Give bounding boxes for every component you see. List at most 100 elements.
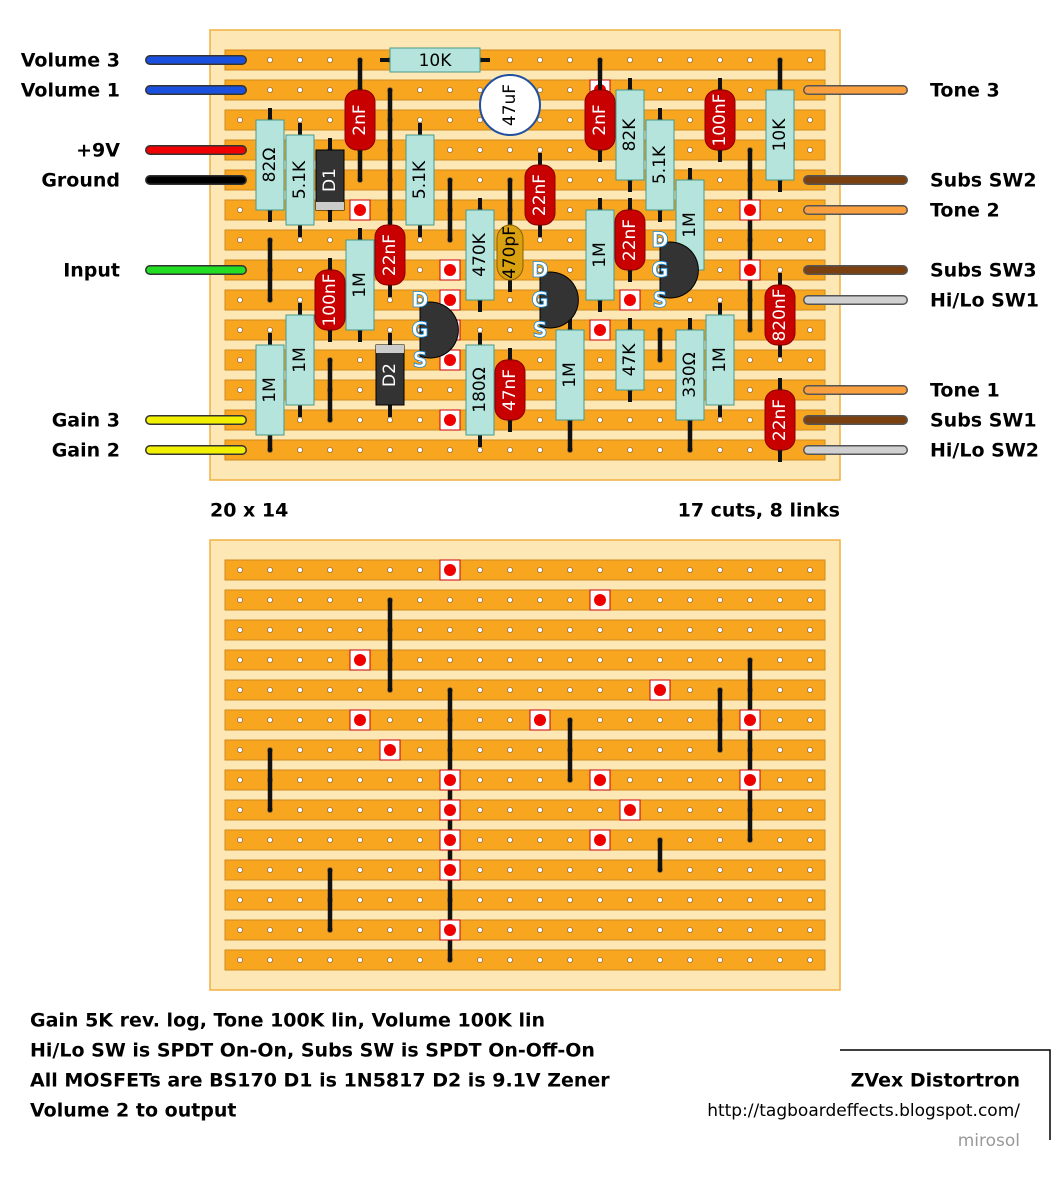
component-label: 47uF bbox=[500, 84, 520, 126]
wire-label: Ground bbox=[41, 170, 120, 192]
hole bbox=[597, 717, 604, 724]
component-label: 5.1K bbox=[410, 160, 430, 199]
hole bbox=[747, 597, 754, 604]
hole bbox=[416, 356, 423, 363]
cut-dot bbox=[444, 264, 456, 276]
cut-dot bbox=[594, 594, 606, 606]
hole bbox=[567, 627, 574, 634]
hole bbox=[236, 386, 243, 393]
hole bbox=[506, 957, 513, 964]
hole bbox=[597, 957, 604, 964]
hole bbox=[296, 567, 303, 574]
strip bbox=[224, 799, 826, 821]
hole bbox=[416, 717, 423, 724]
component-body bbox=[344, 89, 376, 151]
component-body bbox=[524, 164, 556, 226]
hole bbox=[537, 567, 544, 574]
hole bbox=[657, 747, 664, 754]
component-body bbox=[675, 329, 705, 421]
hole bbox=[657, 657, 664, 664]
hole bbox=[717, 927, 724, 934]
hole bbox=[296, 717, 303, 724]
hole bbox=[476, 87, 483, 94]
hole bbox=[416, 416, 423, 423]
hole bbox=[296, 807, 303, 814]
cut-dot bbox=[444, 774, 456, 786]
strip bbox=[224, 829, 826, 851]
summary: 17 cuts, 8 links bbox=[678, 500, 840, 522]
hole bbox=[266, 597, 273, 604]
cut-dot bbox=[744, 204, 756, 216]
hole bbox=[476, 897, 483, 904]
hole bbox=[777, 717, 784, 724]
hole bbox=[597, 897, 604, 904]
hole bbox=[326, 446, 333, 453]
component-body bbox=[764, 284, 796, 346]
component-body bbox=[285, 134, 315, 226]
hole bbox=[747, 386, 754, 393]
hole bbox=[326, 687, 333, 694]
hole bbox=[567, 807, 574, 814]
hole bbox=[506, 867, 513, 874]
hole bbox=[296, 57, 303, 64]
hole bbox=[266, 897, 273, 904]
strip bbox=[224, 859, 826, 881]
hole bbox=[296, 597, 303, 604]
hole bbox=[567, 266, 574, 273]
hole bbox=[537, 117, 544, 124]
component-label: 1M bbox=[680, 212, 700, 237]
strip bbox=[224, 139, 826, 161]
hole bbox=[296, 897, 303, 904]
component-label: 1M bbox=[290, 347, 310, 372]
hole bbox=[506, 657, 513, 664]
component-label: 1M bbox=[350, 272, 370, 297]
hole bbox=[597, 446, 604, 453]
hole bbox=[506, 567, 513, 574]
hole bbox=[717, 206, 724, 213]
hole bbox=[717, 807, 724, 814]
pin-label: S bbox=[652, 288, 667, 312]
hole bbox=[296, 837, 303, 844]
hole bbox=[567, 146, 574, 153]
hole bbox=[236, 897, 243, 904]
strip bbox=[224, 259, 826, 281]
hole bbox=[236, 627, 243, 634]
hole bbox=[687, 146, 694, 153]
hole bbox=[446, 657, 453, 664]
cut-dot bbox=[444, 834, 456, 846]
hole bbox=[446, 597, 453, 604]
wire-label: Tone 2 bbox=[930, 200, 1000, 222]
hole bbox=[476, 446, 483, 453]
hole bbox=[506, 777, 513, 784]
hole bbox=[386, 777, 393, 784]
hole bbox=[777, 206, 784, 213]
pin-label: D bbox=[651, 228, 668, 252]
hole bbox=[567, 867, 574, 874]
hole bbox=[296, 747, 303, 754]
hole bbox=[446, 446, 453, 453]
hole bbox=[807, 597, 814, 604]
hole bbox=[386, 296, 393, 303]
hole bbox=[597, 356, 604, 363]
hole bbox=[687, 597, 694, 604]
hole bbox=[446, 386, 453, 393]
hole bbox=[687, 957, 694, 964]
hole bbox=[537, 386, 544, 393]
hole bbox=[537, 927, 544, 934]
hole bbox=[717, 266, 724, 273]
frame-line bbox=[840, 1049, 1051, 1140]
hole bbox=[657, 296, 664, 303]
cut-dot bbox=[444, 414, 456, 426]
hole bbox=[296, 657, 303, 664]
hole bbox=[567, 206, 574, 213]
hole bbox=[476, 927, 483, 934]
hole bbox=[627, 957, 634, 964]
hole bbox=[236, 777, 243, 784]
hole bbox=[687, 87, 694, 94]
hole bbox=[717, 837, 724, 844]
component-label: 180Ω bbox=[470, 367, 490, 412]
cut-dot bbox=[744, 774, 756, 786]
hole bbox=[296, 236, 303, 243]
hole bbox=[807, 236, 814, 243]
hole bbox=[266, 957, 273, 964]
